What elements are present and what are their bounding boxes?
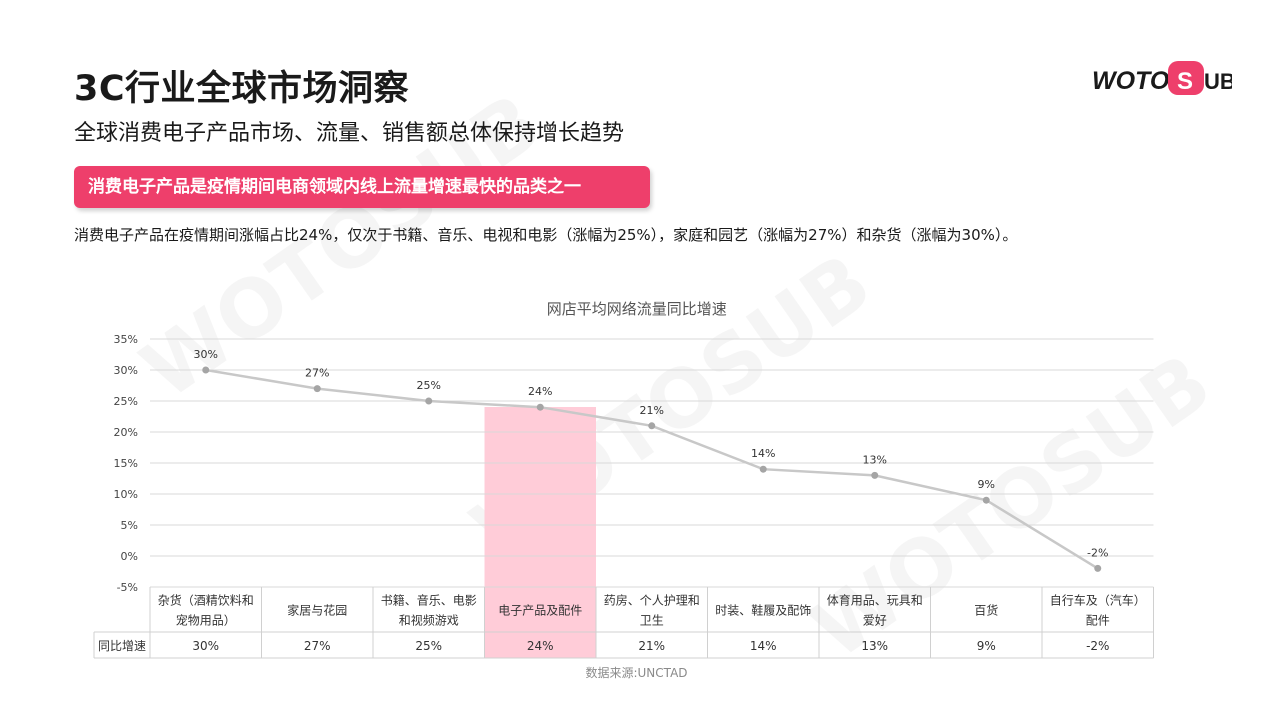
table-cell: -2% <box>1086 639 1109 653</box>
y-tick-label: 10% <box>114 488 138 501</box>
table-cell: 14% <box>750 639 777 653</box>
table-cell: 30% <box>192 639 219 653</box>
x-category-label: 体育用品、玩具和 <box>827 593 923 608</box>
x-category-label: 杂货（酒精饮料和 <box>158 593 254 608</box>
y-tick-label: 5% <box>121 519 138 532</box>
data-label: 24% <box>528 385 552 398</box>
x-category-label: 家居与花园 <box>287 603 347 618</box>
page-title: 3C行业全球市场洞察 <box>74 69 410 109</box>
table-cell: 13% <box>861 639 888 653</box>
brand-logo: WOTO S UB <box>1092 61 1232 95</box>
data-point <box>871 471 879 479</box>
page-subtitle: 全球消费电子产品市场、流量、销售额总体保持增长趋势 <box>74 121 625 146</box>
y-tick-label: 25% <box>114 395 138 408</box>
data-point <box>202 366 210 374</box>
y-tick-label: 15% <box>114 457 138 470</box>
table-cell: 24% <box>527 639 554 653</box>
data-label: 25% <box>417 379 441 392</box>
y-tick-label: 20% <box>114 426 138 439</box>
y-tick-label: 30% <box>114 364 138 377</box>
x-category-label: 百货 <box>974 603 998 618</box>
x-category-label: 时装、鞋履及配饰 <box>715 603 811 618</box>
data-label: -2% <box>1087 546 1108 559</box>
data-label: 14% <box>751 447 775 460</box>
data-label: 30% <box>194 348 218 361</box>
data-point <box>982 496 990 504</box>
x-category-label: 宠物用品） <box>176 613 236 628</box>
logo-mark <box>1168 61 1204 95</box>
data-point <box>425 397 433 405</box>
x-category-label: 自行车及（汽车） <box>1050 593 1146 608</box>
data-point <box>536 403 544 411</box>
highlight-banner: 消费电子产品是疫情期间电商领域内线上流量增速最快的品类之一 <box>74 166 650 208</box>
table-cell: 9% <box>977 639 996 653</box>
logo-text-left: WOTO <box>1092 67 1170 95</box>
x-category-label: 卫生 <box>640 614 664 628</box>
x-category-label: 爱好 <box>863 614 887 628</box>
table-cell: 21% <box>638 639 665 653</box>
logo-mark-letter: S <box>1177 68 1193 95</box>
data-label: 21% <box>640 404 664 417</box>
data-label: 27% <box>305 367 329 380</box>
y-tick-label: -5% <box>117 581 138 594</box>
table-cell: 25% <box>415 639 442 653</box>
data-point <box>759 465 767 473</box>
chart-title: 网店平均网络流量同比增速 <box>547 300 727 318</box>
x-category-label: 药房、个人护理和 <box>604 593 700 608</box>
series-line <box>205 368 1099 570</box>
table-cell: 27% <box>304 639 331 653</box>
highlight-column <box>484 407 596 658</box>
data-point <box>648 422 656 430</box>
data-point <box>313 385 321 393</box>
x-category-label: 电子产品及配件 <box>498 604 582 618</box>
data-label: 9% <box>978 478 995 491</box>
x-category-label: 书籍、音乐、电影 <box>381 593 477 608</box>
x-category-label: 和视频游戏 <box>399 613 459 628</box>
table-row-label: 同比增速 <box>98 639 146 653</box>
x-category-label: 配件 <box>1086 614 1110 628</box>
logo-text-right: UB <box>1204 69 1232 94</box>
data-label: 13% <box>863 453 887 466</box>
data-point <box>1094 564 1102 572</box>
y-tick-label: 35% <box>114 333 138 346</box>
description-text: 消费电子产品在疫情期间涨幅占比24%，仅次于书籍、音乐、电视和电影（涨幅为25%… <box>74 226 1018 244</box>
y-tick-label: 0% <box>121 550 138 563</box>
data-source: 数据来源:UNCTAD <box>585 666 688 680</box>
